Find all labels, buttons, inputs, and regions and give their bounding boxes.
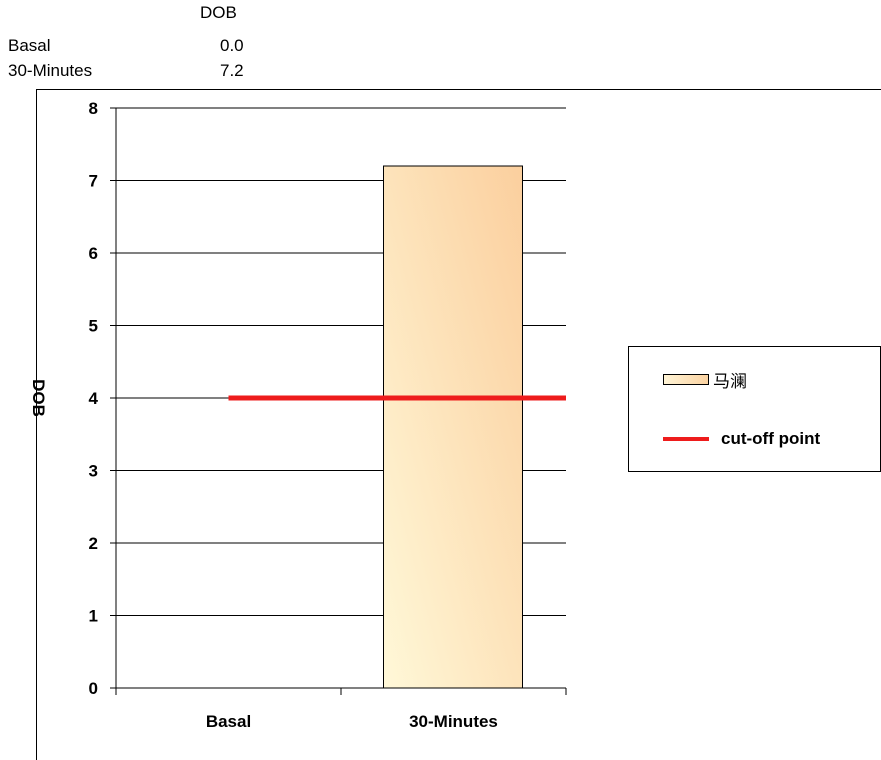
bar bbox=[383, 165, 523, 689]
legend-label: 马澜 bbox=[713, 371, 747, 391]
y-tick-label: 6 bbox=[89, 244, 98, 263]
x-tick-label: Basal bbox=[206, 712, 251, 731]
y-tick-label: 5 bbox=[89, 317, 98, 336]
x-tick-label: 30-Minutes bbox=[409, 712, 498, 731]
legend-item-series: 马澜 bbox=[663, 367, 747, 391]
legend-label: cut-off point bbox=[721, 429, 821, 448]
y-tick-labels: 0 1 2 3 4 5 6 7 8 bbox=[89, 99, 99, 698]
legend-item-cutoff: cut-off point bbox=[663, 427, 820, 451]
y-tick-label: 4 bbox=[89, 389, 99, 408]
y-tick-label: 2 bbox=[89, 534, 98, 553]
data-table-row-label: Basal bbox=[8, 36, 51, 55]
y-tick-label: 8 bbox=[89, 99, 98, 118]
legend-swatch-bar bbox=[663, 373, 709, 385]
data-table-row-value: 7.2 bbox=[220, 61, 244, 80]
y-tick-label: 3 bbox=[89, 462, 98, 481]
axes bbox=[115, 108, 567, 695]
data-table-row-value: 0.0 bbox=[220, 36, 244, 55]
data-table-header: DOB bbox=[200, 3, 237, 22]
data-table-row-label: 30-Minutes bbox=[8, 61, 93, 80]
y-axis-title: DOB bbox=[29, 379, 48, 417]
legend: 马澜 cut-off point bbox=[628, 346, 881, 472]
y-tick-label: 1 bbox=[89, 607, 98, 626]
y-tick-label: 0 bbox=[89, 679, 98, 698]
chart-area-frame bbox=[36, 89, 881, 760]
x-tick-labels: Basal 30-Minutes bbox=[206, 712, 498, 731]
bars bbox=[383, 165, 523, 689]
y-tick-label: 7 bbox=[89, 172, 98, 191]
legend-swatch-line bbox=[663, 437, 709, 441]
data-table: DOB Basal 0.0 30-Minutes 7.2 bbox=[0, 0, 280, 88]
